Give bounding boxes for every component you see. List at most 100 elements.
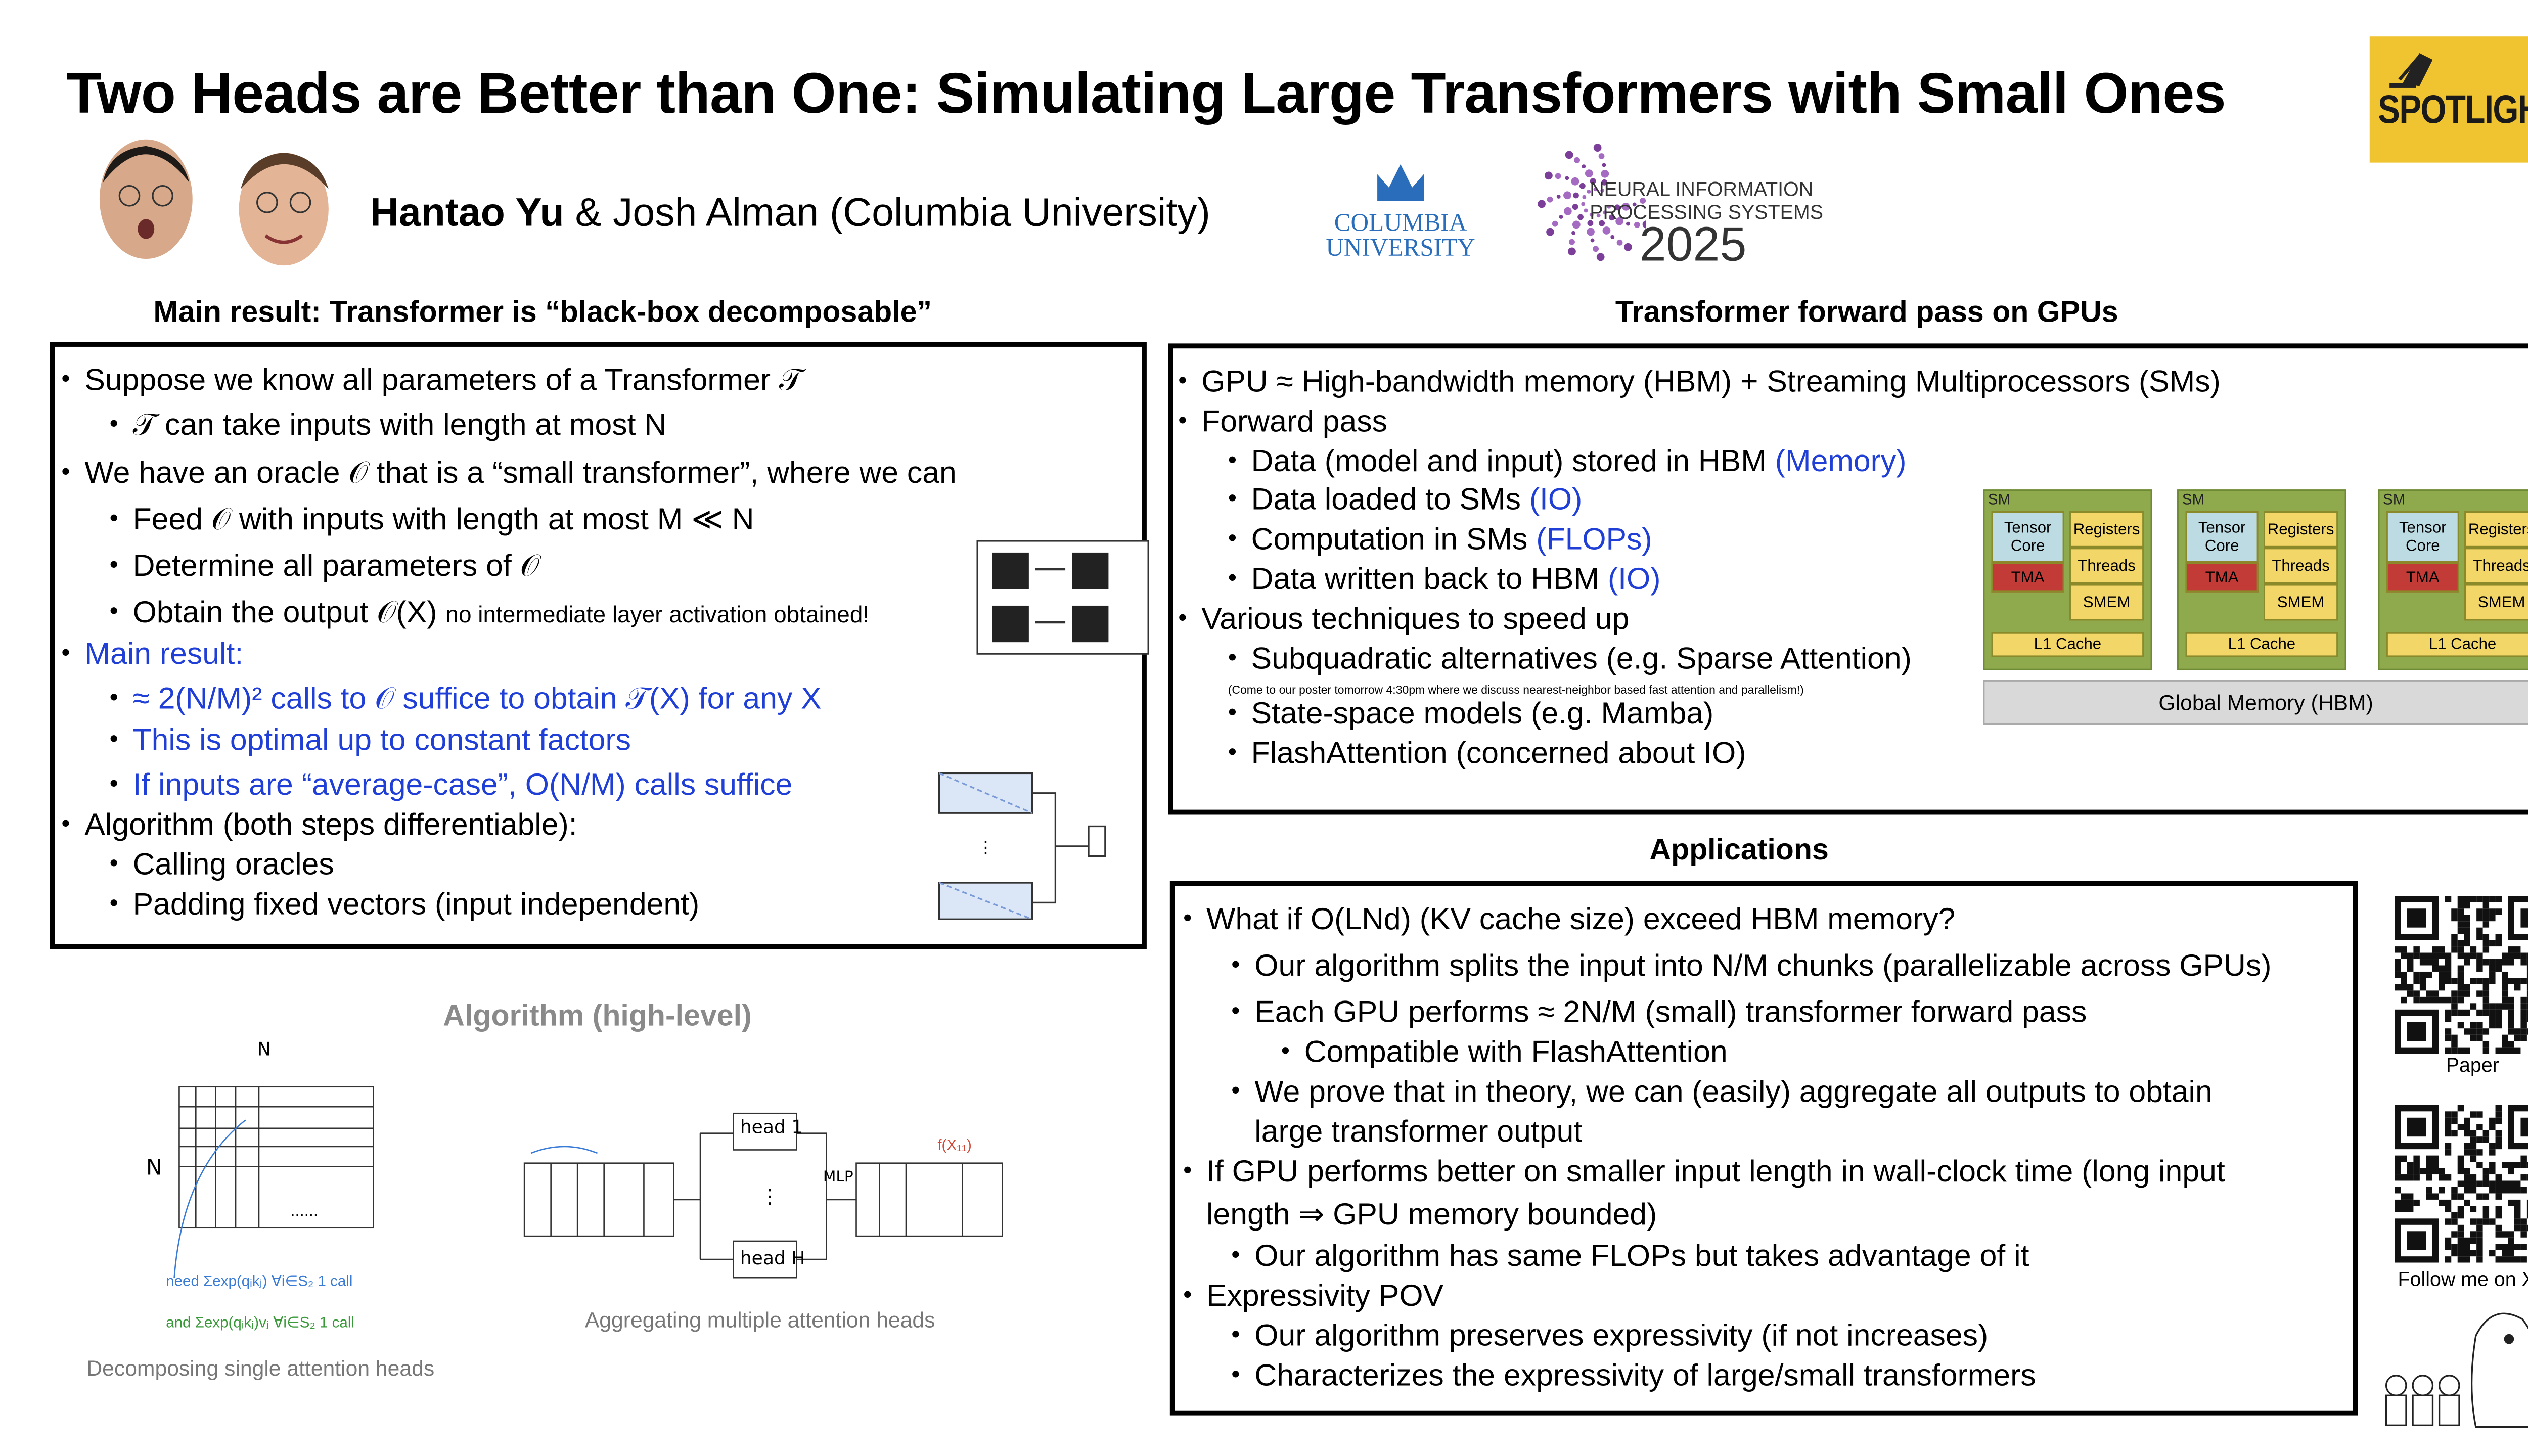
registers: Registers xyxy=(2069,511,2144,548)
qr-module xyxy=(2457,1212,2464,1219)
qr-module xyxy=(2470,1003,2477,1010)
qr-module xyxy=(2495,934,2502,940)
item-text: If GPU performs better on smaller input … xyxy=(1206,1153,2225,1188)
qr-module xyxy=(2464,902,2470,909)
logo-dot xyxy=(1602,226,1611,235)
qr-module xyxy=(2464,1047,2470,1054)
qr-module xyxy=(2520,1218,2527,1225)
qr-module xyxy=(2457,1250,2464,1257)
list-item: Calling oracles xyxy=(109,845,334,885)
aggregation-sketch: ⋮ f(X₁₁) xyxy=(523,1112,1003,1279)
qr-module xyxy=(2508,1041,2514,1048)
logo-dot xyxy=(1574,157,1581,163)
qr-module xyxy=(2508,1022,2514,1029)
qr-module xyxy=(2445,1143,2452,1150)
logo-dot xyxy=(1632,202,1637,207)
qr-module xyxy=(2394,1162,2401,1168)
robots-illustration xyxy=(976,540,1149,655)
qr-module xyxy=(2476,1256,2483,1263)
logo-dot xyxy=(1596,253,1605,261)
qr-module xyxy=(2470,1028,2477,1035)
applications-box xyxy=(1169,881,2358,1416)
qr-module xyxy=(2489,1016,2496,1022)
item-text: GPU ≈ High-bandwidth memory (HBM) + Stre… xyxy=(1201,363,2221,398)
item-text: length ⇒ GPU memory bounded) xyxy=(1206,1196,1657,1232)
svg-text:⋮: ⋮ xyxy=(977,838,994,856)
qr-module xyxy=(2394,1174,2401,1181)
qr-module xyxy=(2457,1155,2464,1162)
qr-module xyxy=(2495,1047,2502,1054)
qr-module xyxy=(2407,965,2414,972)
qr-module xyxy=(2451,1009,2458,1016)
qr-module xyxy=(2476,934,2483,940)
qr-module xyxy=(2520,1244,2527,1250)
qr-module xyxy=(2407,1231,2426,1250)
qr-module xyxy=(2508,1237,2514,1244)
qr-module xyxy=(2470,946,2477,953)
list-item: Data (model and input) stored in HBM (Me… xyxy=(1228,441,1907,481)
qr-module xyxy=(2476,1111,2483,1118)
qr-code xyxy=(2394,896,2528,1054)
logo-dot xyxy=(1569,239,1575,245)
qr-module xyxy=(2495,959,2502,966)
qr-module xyxy=(2495,1136,2502,1143)
qr-module xyxy=(2514,1162,2521,1168)
qr-module xyxy=(2394,1199,2401,1206)
sketch-label: MLP xyxy=(823,1169,853,1187)
qr-module xyxy=(2495,1016,2502,1022)
qr-module xyxy=(2489,896,2496,902)
qr-module xyxy=(2508,1187,2514,1194)
qr-module xyxy=(2508,1231,2514,1238)
logo-dot xyxy=(1547,196,1553,203)
qr-module xyxy=(2495,1117,2502,1124)
qr-module xyxy=(2457,1206,2464,1212)
logo-dot xyxy=(1602,163,1606,167)
logo-dot xyxy=(1593,246,1599,252)
item-text: We prove that in theory, we can (easily)… xyxy=(1254,1073,2213,1109)
qr-module xyxy=(2502,1250,2508,1257)
qr-module xyxy=(2526,1224,2528,1232)
qr-module xyxy=(2476,1149,2483,1156)
list-item: State-space models (e.g. Mamba) xyxy=(1228,694,1713,734)
list-item: Compatible with FlashAttention xyxy=(1281,1032,1728,1072)
svg-text:......: ...... xyxy=(290,1201,318,1220)
qr-module xyxy=(2445,1206,2452,1212)
qr-module xyxy=(2520,1034,2527,1041)
l1-cache: L1 Cache xyxy=(1991,632,2144,657)
list-item: ≈ 2(N/M)² calls to 𝒪 suffice to obtain 𝒯… xyxy=(110,678,822,718)
author-photos xyxy=(99,139,329,266)
qr-module xyxy=(2476,1162,2483,1168)
qr-module xyxy=(2520,1009,2527,1016)
qr-module xyxy=(2432,946,2439,953)
qr-module xyxy=(2482,1168,2490,1175)
qr-module xyxy=(2464,1009,2470,1016)
qr-module xyxy=(2502,1231,2508,1238)
qr-module xyxy=(2457,971,2464,978)
qr-module xyxy=(2495,1231,2502,1238)
qr-module xyxy=(2476,1250,2483,1257)
qr-module xyxy=(2451,934,2458,940)
qr-module xyxy=(2482,990,2490,997)
qr-module xyxy=(2464,1117,2470,1124)
logo-dot xyxy=(1614,204,1620,211)
qr-module xyxy=(2457,1256,2464,1263)
qr-module xyxy=(2476,915,2483,922)
item-text: Suppose we know all parameters of a Tran… xyxy=(84,361,803,397)
qr-module xyxy=(2394,971,2401,978)
item-text: Obtain the output 𝒪(X) xyxy=(132,594,437,629)
logo-dot xyxy=(1616,239,1623,246)
sm-label: SM xyxy=(2383,491,2406,508)
item-note: no intermediate layer activation obtaine… xyxy=(445,601,870,627)
qr-module xyxy=(2464,1124,2470,1130)
qr-module xyxy=(2482,1212,2490,1219)
qr-module xyxy=(2451,996,2458,1004)
item-text: Calling oracles xyxy=(132,846,334,881)
qr-module xyxy=(2489,1009,2496,1016)
qr-module xyxy=(2476,1028,2483,1035)
qr-module xyxy=(2464,921,2470,928)
qr-module xyxy=(2514,1212,2521,1219)
list-item: Our algorithm has same FLOPs but takes a… xyxy=(1231,1236,2029,1276)
qr-module xyxy=(2476,908,2483,915)
qr-module xyxy=(2502,952,2508,960)
